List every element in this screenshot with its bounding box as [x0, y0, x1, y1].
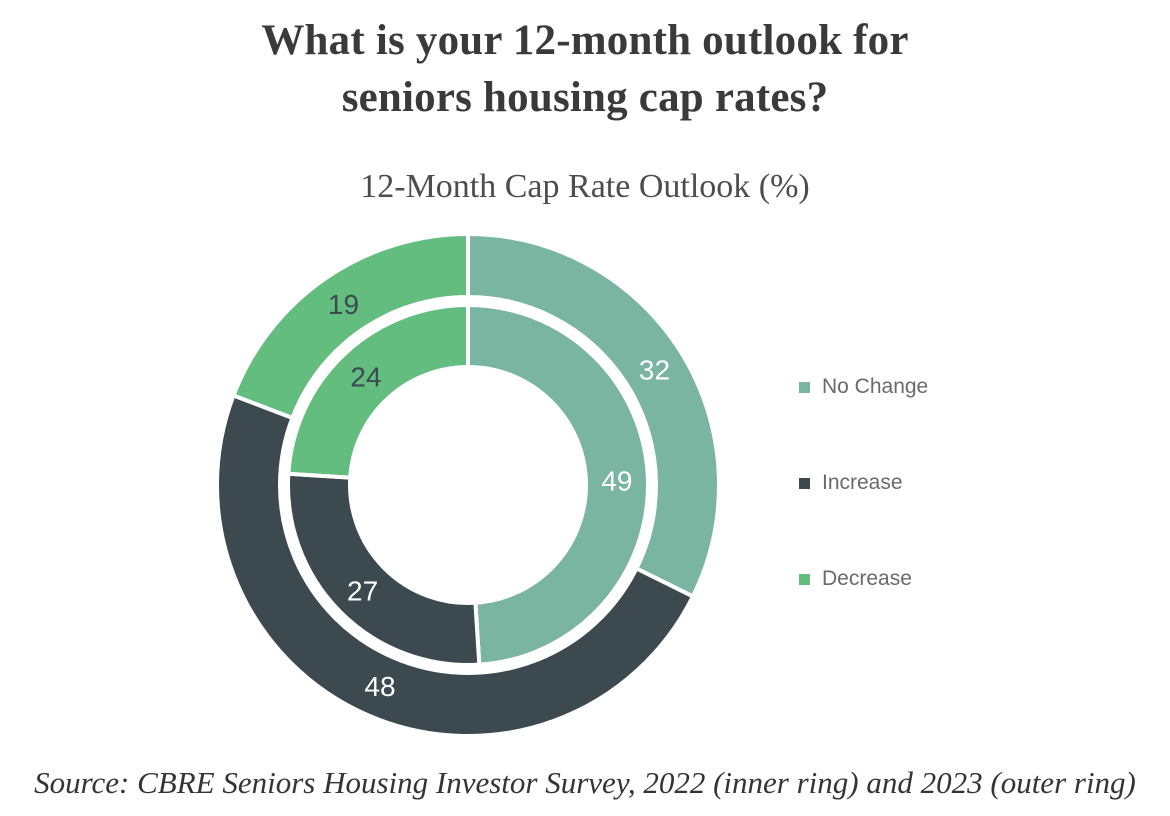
legend-label-no-change: No Change — [822, 375, 929, 398]
donut-value-inner-increase: 27 — [347, 575, 378, 606]
source-citation: Source: CBRE Seniors Housing Investor Su… — [34, 765, 1136, 800]
chart-legend: No Change Increase Decrease — [799, 371, 928, 659]
chart-question-title: What is your 12-month outlook for senior… — [0, 12, 1170, 126]
donut-segment-inner-increase — [286, 471, 482, 667]
donut-segment-outer-no-change — [466, 231, 721, 600]
donut-segment-inner-decrease — [286, 302, 470, 480]
legend-item-no-change: No Change — [799, 371, 928, 403]
donut-segment-outer-decrease — [230, 231, 470, 421]
legend-label-decrease: Decrease — [822, 567, 912, 590]
title-line-2: seniors housing cap rates? — [341, 74, 829, 121]
donut-value-outer-decrease: 19 — [328, 289, 359, 320]
donut-value-outer-no-change: 32 — [639, 354, 670, 385]
legend-item-increase: Increase — [799, 467, 928, 499]
legend-item-decrease: Decrease — [799, 563, 928, 595]
donut-value-inner-decrease: 24 — [350, 361, 381, 392]
no-change-swatch-icon — [799, 381, 810, 393]
donut-value-inner-no-change: 49 — [601, 465, 632, 496]
title-line-1: What is your 12-month outlook for — [261, 17, 909, 64]
decrease-swatch-icon — [799, 573, 810, 585]
donut-segment-outer-increase — [215, 392, 696, 738]
cap-rate-donut-chart: 49 27 24 32 48 19 — [215, 231, 721, 738]
donut-value-outer-increase: 48 — [364, 671, 395, 702]
increase-swatch-icon — [799, 477, 810, 489]
chart-subtitle: 12-Month Cap Rate Outlook (%) — [360, 168, 810, 205]
donut-segment-inner-no-change — [466, 302, 650, 667]
legend-label-increase: Increase — [822, 471, 903, 494]
